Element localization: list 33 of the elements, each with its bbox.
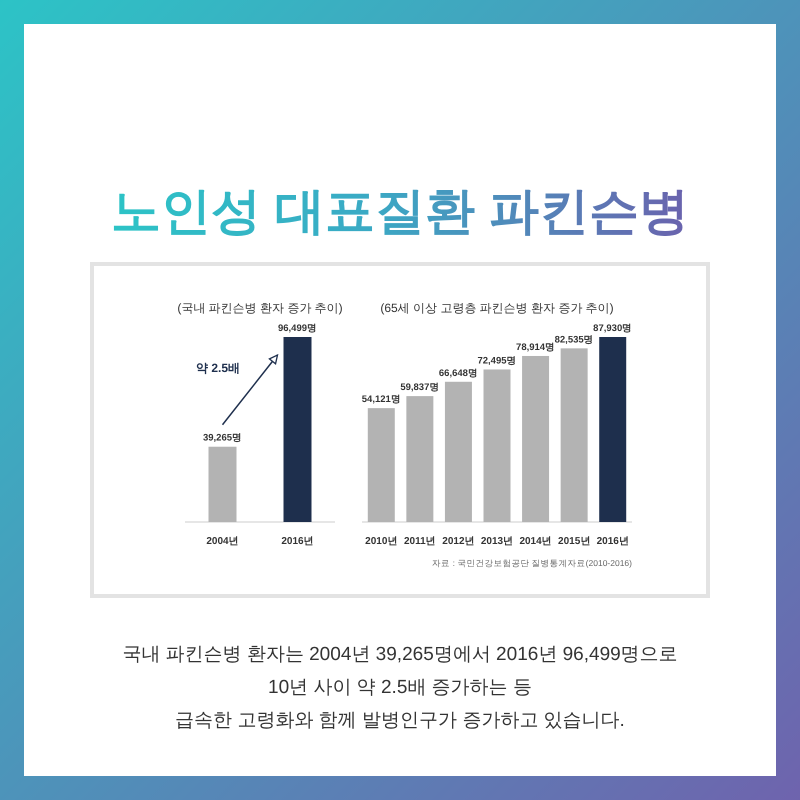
bar <box>522 356 550 522</box>
bar <box>444 382 472 522</box>
bar <box>599 337 626 522</box>
chart-title: (국내 파킨슨병 환자 증가 추이) <box>177 301 343 315</box>
data-label: 72,495명 <box>477 355 517 366</box>
bar <box>368 408 395 522</box>
chart-title: (65세 이상 고령층 파킨슨병 환자 증가 추이) <box>380 301 614 315</box>
x-tick-label: 2014년 <box>519 536 552 547</box>
x-tick-label: 2004년 <box>206 536 239 547</box>
x-tick-label: 2012년 <box>442 536 475 547</box>
text: 국내 파킨슨병 환자는 2004년 39,265명에서 2016년 96,499명으로 <box>122 644 678 665</box>
text: 급속한 고령화와 함께 발병인구가 증가하고 있습니다. <box>175 710 625 731</box>
x-tick-label: 2013년 <box>480 536 514 547</box>
annotation: 약 2.5배 <box>196 360 240 375</box>
bar <box>406 396 434 522</box>
data-label: 39,265명 <box>202 432 242 444</box>
data-label: 59,837명 <box>400 382 440 394</box>
text: 10년 사이 약 2.5배 증가하는 등 <box>268 677 532 698</box>
x-tick-label: 2015년 <box>558 536 590 547</box>
data-label: 96,499명 <box>278 323 318 334</box>
bar <box>560 348 588 522</box>
x-tick-label: 2016년 <box>596 536 629 547</box>
data-label: 78,914명 <box>516 342 556 353</box>
x-tick-label: 2016년 <box>281 536 314 547</box>
text: 자료 : 국민건강보험공단 질병통계자료(2010-2016) <box>432 558 632 568</box>
text: 노인성 대표질환 파킨슨병 <box>111 183 689 239</box>
x-tick-label: 2010년 <box>365 536 398 547</box>
data-label: 82,535명 <box>554 334 594 346</box>
x-tick-label: 2011년 <box>404 536 436 547</box>
data-label: 87,930명 <box>593 323 632 334</box>
data-label: 54,121명 <box>362 394 401 406</box>
data-label: 66,648명 <box>438 368 478 379</box>
bar <box>484 369 510 522</box>
